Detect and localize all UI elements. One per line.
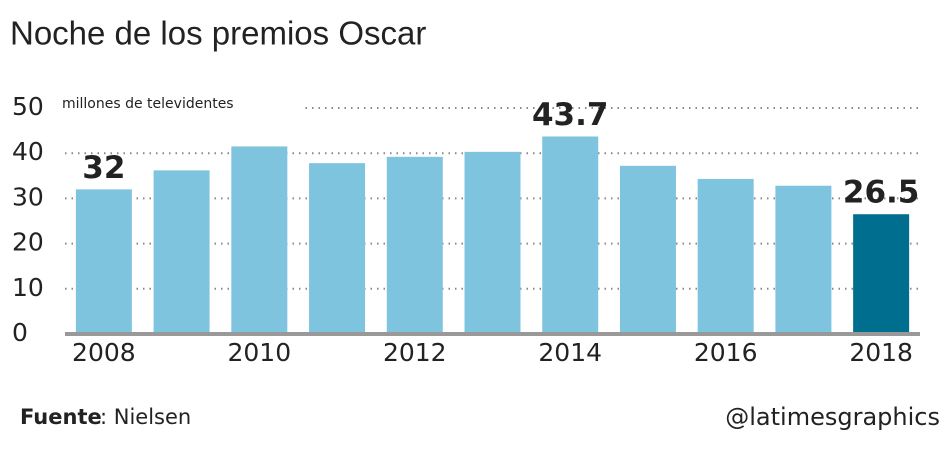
bar (231, 146, 288, 334)
y-tick-label: 40 (12, 137, 44, 166)
y-tick-label: 10 (12, 273, 44, 302)
x-tick-label: 2016 (694, 338, 758, 367)
value-label: 43.7 (532, 97, 609, 133)
y-tick-label: 0 (12, 318, 28, 347)
bar (619, 165, 676, 334)
x-tick-label: 2008 (72, 338, 136, 367)
bar (464, 151, 521, 334)
y-tick-label: 20 (12, 228, 44, 257)
subtitle: millones de televidentes (62, 96, 234, 112)
source-text: : Nielsen (100, 405, 191, 429)
bar (775, 185, 832, 334)
bar (853, 214, 910, 334)
x-tick-label: 2014 (538, 338, 602, 367)
bar (309, 163, 366, 334)
bar (697, 178, 754, 334)
bar (386, 156, 443, 334)
subtitle-background (58, 94, 304, 118)
x-tick-label: 2018 (849, 338, 913, 367)
chart-title: Noche de los premios Oscar (10, 15, 426, 52)
y-tick-label: 30 (12, 182, 44, 211)
x-tick-label: 2010 (228, 338, 292, 367)
bar (75, 189, 132, 334)
bar (542, 136, 599, 334)
bar (153, 170, 210, 334)
value-label: 26.5 (843, 175, 920, 211)
credit: @latimesgraphics (725, 403, 940, 431)
y-tick-label: 50 (12, 92, 44, 121)
x-tick-label: 2012 (383, 338, 447, 367)
value-label: 32 (82, 150, 125, 186)
source-label: Fuente (20, 405, 102, 429)
